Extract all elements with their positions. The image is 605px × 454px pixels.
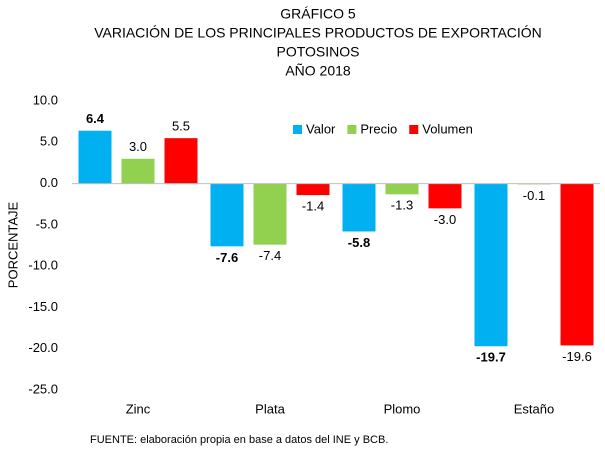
- y-tick-label: -10.0: [28, 258, 58, 273]
- bar: [560, 183, 594, 346]
- y-tick-label: -5.0: [36, 216, 58, 231]
- legend-label: Volumen: [422, 121, 473, 136]
- y-tick-label: -15.0: [28, 299, 58, 314]
- data-label: -5.8: [348, 235, 370, 250]
- data-label: 6.4: [86, 111, 105, 126]
- data-label: -3.0: [434, 212, 456, 227]
- title-line: VARIACIÓN DE LOS PRINCIPALES PRODUCTOS D…: [94, 25, 542, 41]
- bar: [428, 183, 462, 209]
- legend-swatch: [409, 125, 419, 134]
- data-label: -7.6: [216, 250, 238, 265]
- y-tick-label: 5.0: [40, 134, 58, 149]
- data-label: -1.3: [391, 198, 413, 213]
- y-tick-label: -25.0: [28, 381, 58, 396]
- source: FUENTE: elaboración propia en base a dat…: [90, 434, 388, 446]
- title-line: GRÁFICO 5: [280, 6, 356, 22]
- y-tick-label: -20.0: [28, 340, 58, 355]
- x-tick-label: Zinc: [126, 401, 151, 416]
- x-tick-label: Plata: [255, 401, 285, 416]
- x-tick-label: Estaño: [514, 401, 554, 416]
- data-label: 5.5: [172, 119, 190, 134]
- x-tick-label: Plomo: [384, 401, 421, 416]
- bar: [121, 158, 155, 184]
- y-tick-label: 0.0: [40, 175, 58, 190]
- bar: [342, 183, 376, 232]
- data-label: -1.4: [302, 199, 324, 214]
- legend-label: Valor: [306, 121, 336, 136]
- bar: [296, 183, 330, 196]
- bar: [253, 183, 287, 245]
- title-line: AÑO 2018: [285, 63, 351, 79]
- data-label: -19.7: [476, 350, 506, 365]
- data-label: -19.6: [562, 349, 592, 364]
- bar: [164, 138, 198, 184]
- bar: [78, 130, 112, 184]
- legend-swatch: [293, 125, 302, 134]
- data-label: 3.0: [129, 139, 147, 154]
- y-axis-label: PORCENTAJE: [5, 201, 20, 288]
- data-label: -7.4: [259, 248, 281, 263]
- bar: [474, 183, 508, 347]
- data-label: -0.1: [523, 188, 545, 203]
- legend-label: Precio: [360, 121, 397, 136]
- title: GRÁFICO 5 VARIACIÓN DE LOS PRINCIPALES P…: [94, 6, 542, 79]
- title-line: POTOSINOS: [277, 44, 360, 60]
- bar: [210, 183, 244, 247]
- legend-swatch: [347, 125, 357, 134]
- y-tick-label: 10.0: [33, 92, 58, 107]
- bar: [385, 183, 419, 195]
